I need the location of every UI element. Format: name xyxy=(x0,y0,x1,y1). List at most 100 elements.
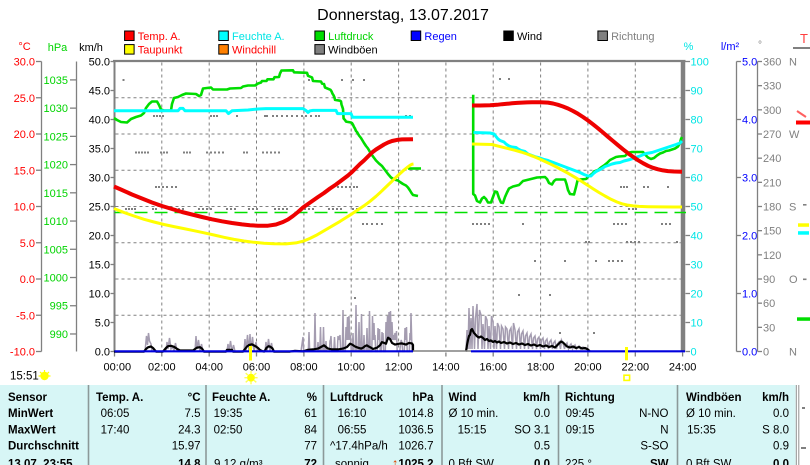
svg-text:MinWert: MinWert xyxy=(8,408,53,420)
svg-text:06:00: 06:00 xyxy=(243,361,271,373)
svg-text:10:00: 10:00 xyxy=(337,361,365,373)
svg-text:09:15: 09:15 xyxy=(566,424,595,436)
svg-text:Windchill: Windchill xyxy=(232,45,276,57)
svg-text:5.0: 5.0 xyxy=(95,318,110,330)
svg-text:Taupunkt: Taupunkt xyxy=(138,45,183,57)
svg-text:30: 30 xyxy=(763,322,775,334)
svg-text:S-SO: S-SO xyxy=(640,441,668,453)
svg-text:-10.0: -10.0 xyxy=(10,347,35,359)
svg-text:300: 300 xyxy=(763,105,781,117)
svg-text:S 8.0: S 8.0 xyxy=(762,424,789,436)
svg-text:15.97: 15.97 xyxy=(172,441,201,453)
svg-text:-5.0: -5.0 xyxy=(16,310,35,322)
svg-text:1036.5: 1036.5 xyxy=(398,424,433,436)
svg-text:0 Bft SW: 0 Bft SW xyxy=(686,459,732,465)
svg-text:N: N xyxy=(789,57,797,69)
svg-text:0.5: 0.5 xyxy=(534,441,550,453)
svg-text:1026.7: 1026.7 xyxy=(398,441,433,453)
svg-text:17:40: 17:40 xyxy=(101,424,130,436)
svg-text:30.0: 30.0 xyxy=(14,57,35,69)
svg-text:1030: 1030 xyxy=(44,103,68,115)
svg-text:Regen: Regen xyxy=(424,31,456,43)
svg-text:24.3: 24.3 xyxy=(178,424,200,436)
svg-text:W: W xyxy=(789,129,800,141)
svg-text:24:00: 24:00 xyxy=(669,361,697,373)
svg-text:02:50: 02:50 xyxy=(214,424,243,436)
svg-text:1.0: 1.0 xyxy=(742,289,757,301)
svg-text:06:05: 06:05 xyxy=(101,408,130,420)
svg-text:120: 120 xyxy=(763,250,781,262)
svg-text:%: % xyxy=(684,41,694,53)
svg-text:Ø 10 min.: Ø 10 min. xyxy=(686,408,736,420)
svg-text:80: 80 xyxy=(691,115,703,127)
svg-text:N: N xyxy=(660,424,668,436)
svg-text:30: 30 xyxy=(691,260,703,272)
svg-text:1020: 1020 xyxy=(44,160,68,172)
svg-text:16:00: 16:00 xyxy=(479,361,507,373)
svg-text:100: 100 xyxy=(691,57,709,69)
svg-text:25.0: 25.0 xyxy=(14,93,35,105)
svg-text:990: 990 xyxy=(50,329,68,341)
svg-text:35.0: 35.0 xyxy=(89,144,110,156)
svg-text:15.0: 15.0 xyxy=(14,165,35,177)
svg-text:7.5: 7.5 xyxy=(185,408,201,420)
svg-text:9.12 g/m³: 9.12 g/m³ xyxy=(214,459,263,465)
svg-text:↑1025.2: ↑1025.2 xyxy=(392,456,434,465)
svg-text:50.0: 50.0 xyxy=(89,57,110,69)
svg-text:Ø 10 min.: Ø 10 min. xyxy=(449,408,499,420)
svg-text:1035: 1035 xyxy=(44,75,68,87)
svg-text:210: 210 xyxy=(763,177,781,189)
svg-text:1025: 1025 xyxy=(44,131,68,143)
svg-text:00:00: 00:00 xyxy=(104,361,132,373)
svg-text:MaxWert: MaxWert xyxy=(8,424,56,436)
svg-text:45.0: 45.0 xyxy=(89,86,110,98)
svg-text:20.0: 20.0 xyxy=(14,129,35,141)
svg-text:^17.4hPa/h: ^17.4hPa/h xyxy=(330,441,388,453)
svg-text:15:15: 15:15 xyxy=(458,424,487,436)
svg-text:sonnig: sonnig xyxy=(335,459,369,465)
svg-text:S: S xyxy=(789,202,796,214)
svg-text:l/m²: l/m² xyxy=(721,41,740,53)
svg-text:1005: 1005 xyxy=(44,244,68,256)
svg-text:40.0: 40.0 xyxy=(89,115,110,127)
svg-text:60: 60 xyxy=(691,173,703,185)
svg-text:240: 240 xyxy=(763,153,781,165)
svg-text:10: 10 xyxy=(691,318,703,330)
svg-text:1014.8: 1014.8 xyxy=(398,408,433,420)
svg-text:13.07. 23:55: 13.07. 23:55 xyxy=(8,459,73,465)
svg-text:330: 330 xyxy=(763,81,781,93)
svg-text:Luftdruck: Luftdruck xyxy=(328,31,374,43)
svg-text:15:51: 15:51 xyxy=(10,371,39,383)
svg-text:°C: °C xyxy=(188,392,201,404)
svg-text:Wind: Wind xyxy=(517,31,542,43)
svg-text:20: 20 xyxy=(691,289,703,301)
svg-text:225 °: 225 ° xyxy=(565,459,592,465)
svg-text:72: 72 xyxy=(304,459,317,465)
svg-text:360: 360 xyxy=(763,57,781,69)
svg-text:180: 180 xyxy=(763,202,781,214)
svg-text:km/h: km/h xyxy=(762,392,789,404)
svg-text:2.0: 2.0 xyxy=(742,231,757,243)
svg-text:N: N xyxy=(789,347,797,359)
svg-text:0.0: 0.0 xyxy=(773,408,789,420)
svg-text:Windböen: Windböen xyxy=(686,392,741,404)
svg-text:0: 0 xyxy=(763,347,769,359)
svg-text:0.0: 0.0 xyxy=(534,459,550,465)
svg-text:Feuchte A.: Feuchte A. xyxy=(212,392,270,404)
svg-text:Durchschnitt: Durchschnitt xyxy=(8,441,79,453)
svg-text:0.0: 0.0 xyxy=(742,347,757,359)
svg-text:N-NO: N-NO xyxy=(639,408,668,420)
svg-text:84: 84 xyxy=(304,424,317,436)
svg-text:%: % xyxy=(307,392,317,404)
svg-text:Richtung: Richtung xyxy=(611,31,654,43)
svg-text:3.0: 3.0 xyxy=(742,173,757,185)
svg-text:1015: 1015 xyxy=(44,188,68,200)
svg-text:15:35: 15:35 xyxy=(687,424,716,436)
svg-text:40: 40 xyxy=(691,231,703,243)
svg-text:18:00: 18:00 xyxy=(527,361,555,373)
svg-text:19:35: 19:35 xyxy=(214,408,243,420)
svg-text:70: 70 xyxy=(691,144,703,156)
svg-text:10.0: 10.0 xyxy=(89,289,110,301)
svg-text:16:10: 16:10 xyxy=(338,408,367,420)
svg-text:25.0: 25.0 xyxy=(89,202,110,214)
